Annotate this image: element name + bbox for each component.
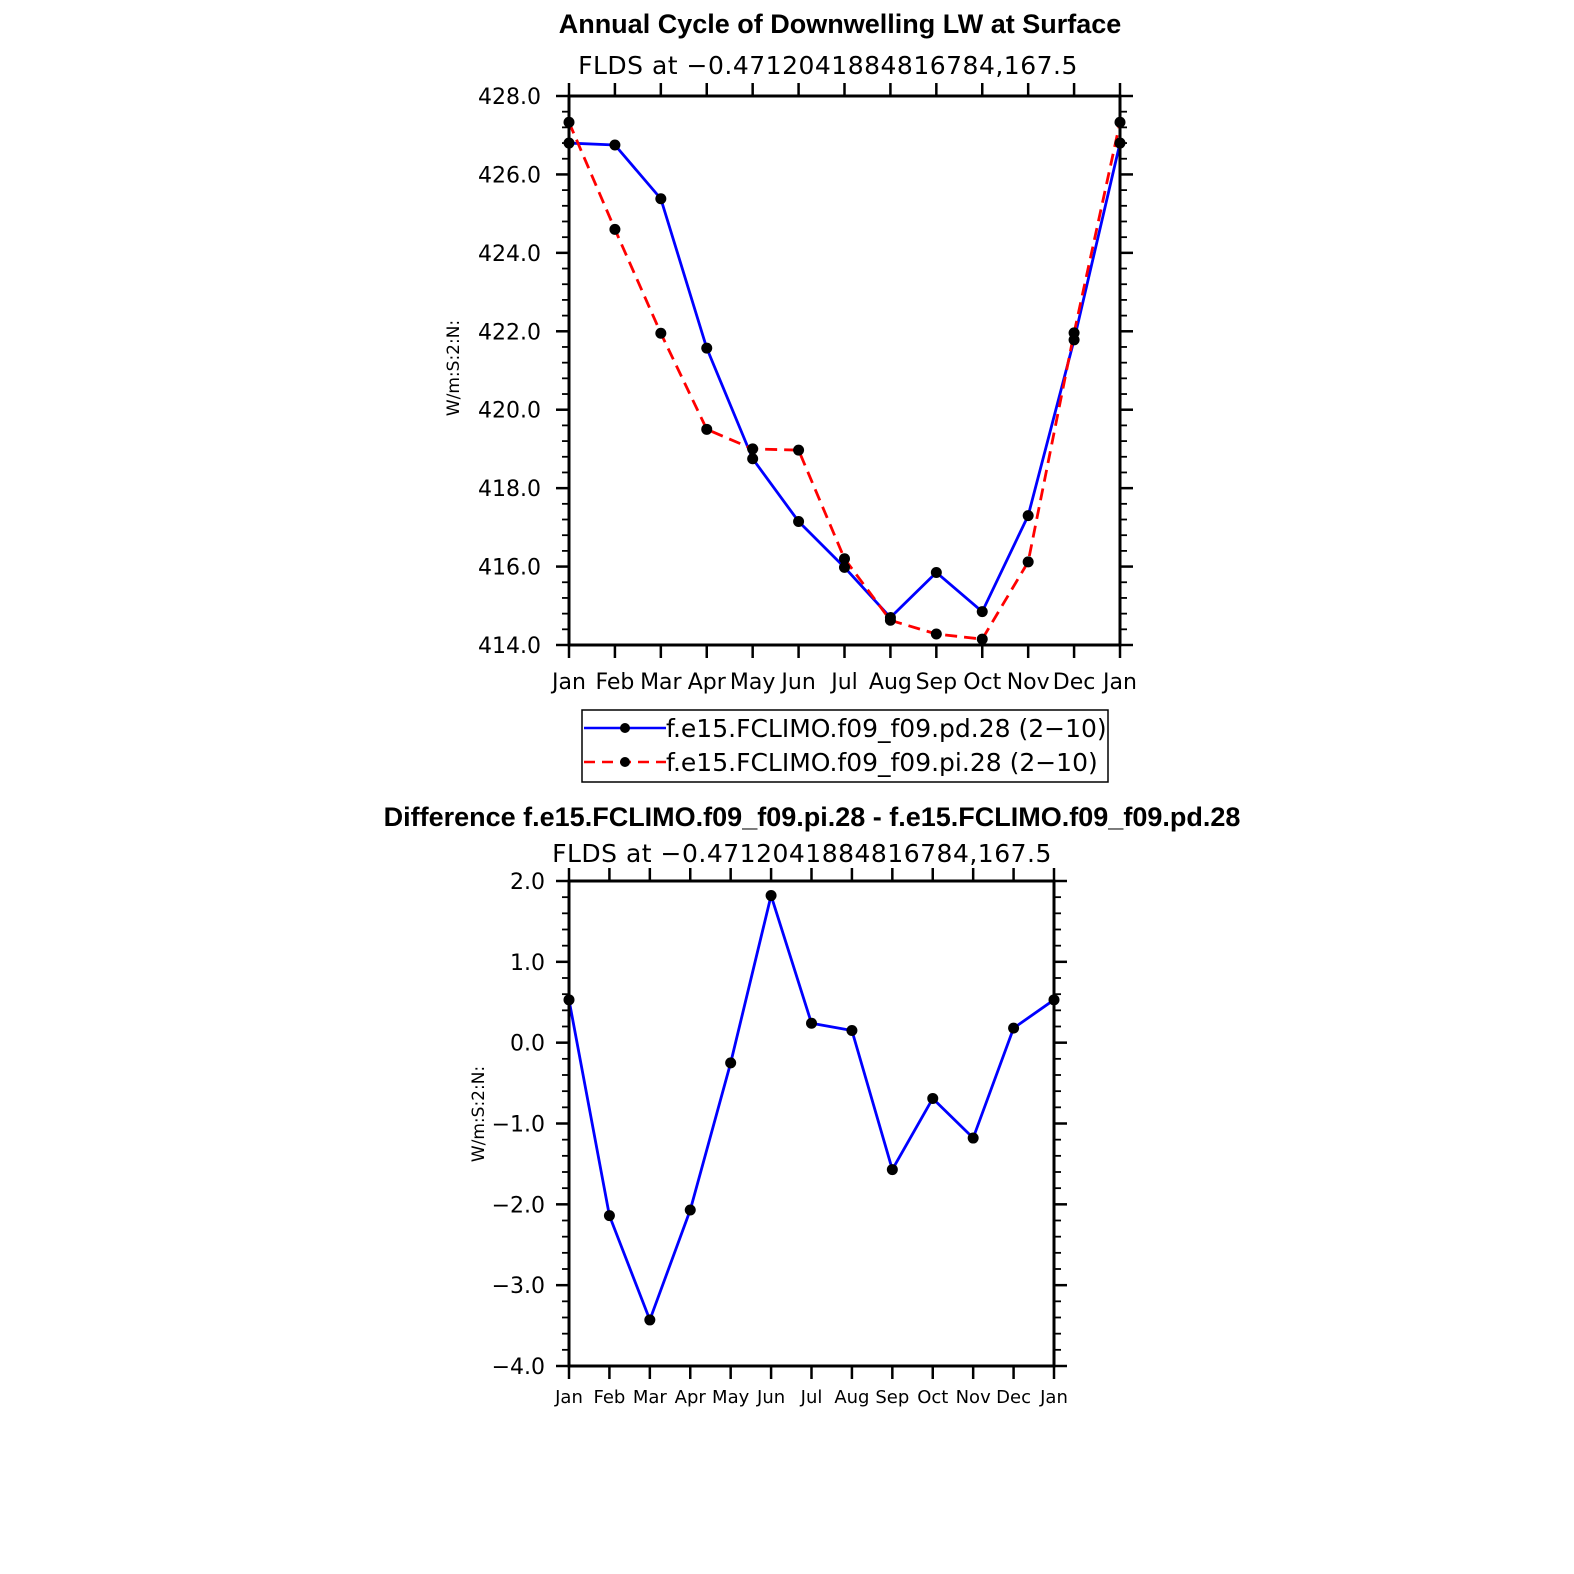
data-point	[725, 1057, 737, 1069]
data-point	[644, 1314, 656, 1326]
x-tick-label: Jan	[1101, 670, 1137, 695]
data-point	[655, 327, 667, 339]
x-tick-label: Jan	[1039, 1387, 1068, 1408]
chart-title: Difference f.e15.FCLIMO.f09_f09.pi.28 - …	[384, 802, 1241, 832]
data-point	[1068, 327, 1080, 339]
series-line-0	[567, 894, 1055, 1322]
x-tick-label: Jun	[779, 670, 815, 695]
y-tick-labels: 414.0 416.0 418.0 420.0 422.0 424.0 426.0 428.0	[478, 85, 541, 659]
x-tick-label: Mar	[640, 670, 682, 695]
difference-chart: Difference f.e15.FCLIMO.f09_f09.pi.28 - …	[384, 802, 1241, 1408]
data-point	[930, 566, 942, 578]
y-tick-label: 426.0	[478, 163, 541, 188]
legend-box	[581, 709, 1109, 783]
y-tick-label: 424.0	[478, 242, 541, 267]
data-point	[609, 139, 621, 151]
data-point	[839, 561, 850, 573]
x-tick-label: Feb	[593, 1387, 625, 1408]
x-tick-label: Mar	[633, 1387, 668, 1408]
data-point	[701, 342, 713, 354]
data-point	[927, 1092, 939, 1104]
tick-marks	[556, 868, 1067, 1379]
x-tick-label: Dec	[996, 1387, 1031, 1408]
x-tick-label: Sep	[916, 670, 957, 695]
legend-marker-pd	[620, 723, 630, 733]
y-tick-label: 1.0	[510, 951, 545, 976]
data-point	[967, 1132, 979, 1144]
annual-cycle-chart: Annual Cycle of Downwelling LW at Surfac…	[444, 9, 1137, 783]
y-tick-label: −1.0	[492, 1113, 545, 1138]
data-point	[655, 193, 667, 205]
plot-frame	[567, 879, 1056, 1368]
chart-subtitle: FLDS at −0.4712041884816784,167.5	[552, 839, 1052, 868]
data-point	[701, 423, 713, 435]
y-tick-label: 422.0	[478, 320, 541, 345]
y-tick-label: −3.0	[492, 1274, 545, 1299]
x-tick-label: Jan	[554, 1387, 583, 1408]
data-point	[793, 444, 805, 456]
x-tick-label: Oct	[917, 1387, 948, 1408]
y-tick-label: −4.0	[492, 1355, 545, 1380]
y-tick-label: 420.0	[478, 399, 541, 424]
x-tick-label: May	[712, 1387, 750, 1408]
legend-label-pi: f.e15.FCLIMO.f09_f09.pi.28 (2−10)	[666, 748, 1098, 777]
data-point	[765, 890, 777, 902]
series-lines	[563, 890, 1060, 1326]
series-lines	[563, 116, 1126, 645]
legend-label-pd: f.e15.FCLIMO.f09_f09.pd.28 (2−10)	[666, 714, 1107, 743]
data-point	[1022, 556, 1034, 568]
x-tick-label: Feb	[595, 670, 634, 695]
data-point	[603, 1210, 615, 1222]
x-tick-label: Jan	[550, 670, 586, 695]
data-point	[886, 1164, 898, 1176]
x-tick-label: Sep	[875, 1387, 909, 1408]
chart-title: Annual Cycle of Downwelling LW at Surfac…	[559, 9, 1122, 39]
x-tick-label: Jul	[800, 1387, 823, 1408]
x-tick-label: Nov	[1007, 670, 1050, 695]
x-tick-label: Aug	[869, 670, 912, 695]
x-tick-label: Jun	[756, 1387, 785, 1408]
x-tick-label: Nov	[956, 1387, 991, 1408]
x-tick-label: Dec	[1053, 670, 1096, 695]
y-tick-label: 428.0	[478, 85, 541, 110]
y-tick-label: −2.0	[492, 1193, 545, 1218]
data-point	[793, 515, 805, 527]
x-tick-label: Apr	[675, 1387, 707, 1408]
data-point	[1022, 510, 1034, 522]
y-tick-labels: −4.0 −3.0 −2.0 −1.0 0.0 1.0 2.0	[492, 870, 545, 1380]
y-tick-label: 418.0	[478, 477, 541, 502]
x-tick-label: Oct	[963, 670, 1001, 695]
data-point	[747, 443, 759, 455]
data-point	[976, 633, 988, 645]
data-point	[747, 453, 759, 465]
y-axis-label: W/m:S:2:N:	[469, 1066, 489, 1162]
data-point	[839, 553, 850, 565]
legend-marker-pi	[620, 757, 630, 767]
data-point	[930, 628, 942, 640]
x-tick-labels: Jan Feb Mar Apr May Jun Jul Aug Sep Oct Nov Dec Jan	[550, 670, 1137, 695]
data-point	[976, 606, 988, 618]
data-point	[1008, 1022, 1020, 1034]
x-tick-label: Aug	[834, 1387, 869, 1408]
y-tick-label: 416.0	[478, 556, 541, 581]
data-point	[846, 1025, 858, 1037]
plot-frame	[567, 94, 1122, 647]
x-tick-labels: Jan Feb Mar Apr May Jun Jul Aug Sep Oct Nov Dec Jan	[554, 1387, 1068, 1408]
data-point	[806, 1017, 817, 1029]
x-tick-label: May	[730, 670, 775, 695]
x-tick-label: Jul	[829, 670, 858, 695]
legend: f.e15.FCLIMO.f09_f09.pd.28 (2−10) f.e15.…	[581, 709, 1109, 783]
x-tick-label: Apr	[688, 670, 727, 695]
data-point	[684, 1204, 696, 1216]
y-tick-label: 0.0	[510, 1032, 545, 1057]
y-axis-label: W/m:S:2:N:	[444, 320, 464, 416]
y-tick-label: 414.0	[478, 634, 541, 659]
series-line-0	[568, 141, 1122, 619]
data-point	[884, 614, 896, 626]
tick-marks	[556, 83, 1133, 658]
data-point	[609, 223, 621, 235]
chart-subtitle: FLDS at −0.4712041884816784,167.5	[578, 51, 1078, 80]
y-tick-label: 2.0	[510, 870, 545, 895]
